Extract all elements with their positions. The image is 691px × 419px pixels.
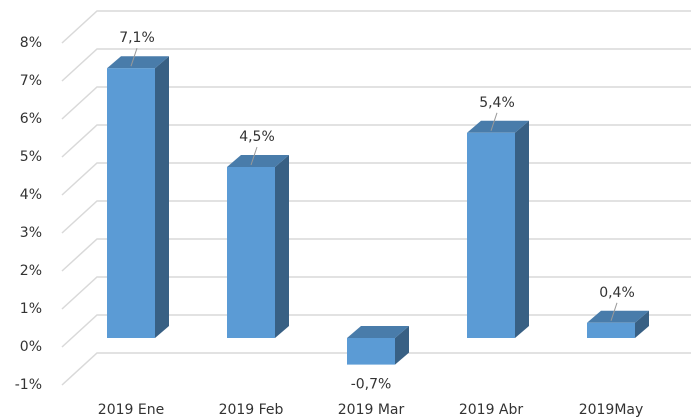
data-label: 5,4% bbox=[479, 95, 515, 111]
y-tick-label: 2% bbox=[20, 263, 42, 279]
data-label: 4,5% bbox=[239, 129, 275, 145]
bar-side bbox=[635, 310, 649, 338]
x-tick-label: 2019 Feb bbox=[219, 402, 284, 418]
bar-front bbox=[107, 68, 155, 338]
bar-front bbox=[347, 338, 395, 365]
bar-front bbox=[227, 167, 275, 338]
bar bbox=[587, 310, 649, 338]
bar-top bbox=[347, 326, 409, 338]
y-tick-label: 4% bbox=[20, 187, 42, 203]
x-tick-label: 2019 Ene bbox=[98, 402, 164, 418]
y-tick-label: 7% bbox=[20, 73, 42, 89]
data-label: 0,4% bbox=[599, 285, 635, 301]
y-tick-label: 1% bbox=[20, 301, 42, 317]
x-tick-label: 2019May bbox=[579, 402, 644, 418]
grid-line bbox=[61, 86, 691, 120]
data-label: -0,7% bbox=[351, 377, 392, 393]
bar-front bbox=[467, 132, 515, 338]
x-tick-label: 2019 Abr bbox=[459, 402, 524, 418]
x-tick-label: 2019 Mar bbox=[338, 402, 405, 418]
bar bbox=[107, 56, 169, 338]
bar bbox=[227, 155, 289, 338]
y-tick-label: 0% bbox=[20, 339, 42, 355]
bar-top bbox=[587, 310, 649, 323]
y-tick-label: 5% bbox=[20, 149, 42, 165]
bar-side bbox=[395, 326, 409, 365]
bar bbox=[467, 120, 529, 338]
data-label: 7,1% bbox=[119, 30, 155, 46]
bar bbox=[347, 326, 409, 365]
leader-line bbox=[610, 302, 618, 321]
bar-top bbox=[467, 120, 529, 133]
bar-side bbox=[275, 155, 289, 338]
grid-line bbox=[61, 10, 691, 44]
grid-line bbox=[61, 48, 691, 82]
bar-top bbox=[107, 56, 169, 69]
grid-line bbox=[61, 352, 691, 386]
leader-line bbox=[490, 112, 498, 131]
bar-top bbox=[227, 155, 289, 167]
bar-front bbox=[587, 322, 635, 338]
y-tick-label: -1% bbox=[15, 377, 42, 393]
bar-side bbox=[155, 56, 169, 338]
bar-side bbox=[515, 120, 529, 338]
y-tick-label: 8% bbox=[20, 35, 42, 51]
leader-line bbox=[130, 48, 138, 67]
y-tick-label: 6% bbox=[20, 111, 42, 127]
y-tick-label: 3% bbox=[20, 225, 42, 241]
leader-line bbox=[250, 146, 258, 166]
